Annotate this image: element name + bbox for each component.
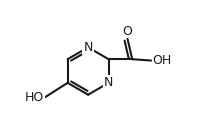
Text: N: N <box>83 41 93 54</box>
Text: OH: OH <box>152 54 172 67</box>
Text: N: N <box>104 76 113 89</box>
Text: HO: HO <box>25 91 44 104</box>
Text: O: O <box>123 25 133 38</box>
